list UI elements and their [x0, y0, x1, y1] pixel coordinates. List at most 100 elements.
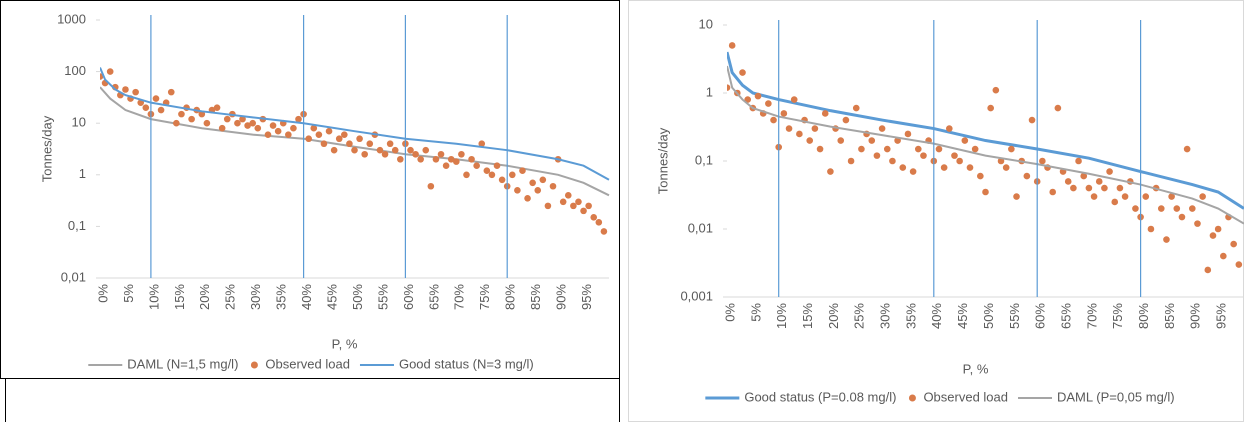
point	[1189, 205, 1196, 212]
legend-label: DAML (P=0,05 mg/l)	[1057, 389, 1175, 404]
point	[914, 145, 922, 153]
x-tick-label: 90%	[1188, 303, 1203, 329]
point	[1147, 225, 1155, 233]
point	[1194, 220, 1201, 227]
point	[320, 140, 328, 148]
x-tick-label: 45%	[955, 303, 970, 329]
y-tick-label: 10	[699, 16, 713, 31]
point	[1230, 240, 1237, 248]
point	[1023, 172, 1031, 180]
point	[852, 104, 860, 112]
x-tick-label: 0%	[722, 303, 737, 322]
point	[549, 182, 557, 190]
x-tick-label: 75%	[1110, 303, 1125, 329]
point	[1049, 188, 1057, 196]
point	[290, 124, 297, 132]
point	[564, 192, 572, 199]
point	[754, 92, 762, 100]
x-tick-label: 35%	[903, 303, 918, 329]
point	[1085, 184, 1093, 192]
point	[478, 140, 486, 148]
point	[600, 228, 608, 235]
point	[1173, 205, 1181, 212]
point	[468, 155, 475, 163]
point	[971, 145, 979, 153]
point	[341, 131, 348, 138]
point	[842, 116, 850, 124]
point	[590, 214, 598, 221]
point	[488, 171, 496, 179]
x-axis-title: P, %	[332, 336, 358, 351]
point	[816, 145, 824, 153]
x-axis-title: P, %	[963, 361, 989, 376]
point	[223, 115, 231, 123]
point	[1111, 198, 1119, 206]
point	[351, 146, 358, 154]
x-tick-label: 90%	[554, 284, 569, 310]
point	[570, 202, 577, 210]
legend-label: DAML (N=1,5 mg/l)	[127, 356, 238, 371]
point	[1209, 232, 1217, 239]
x-tick-label: 45%	[324, 284, 339, 310]
point	[458, 150, 465, 158]
point	[935, 145, 943, 153]
point	[1039, 157, 1046, 165]
point	[157, 106, 165, 114]
point	[305, 135, 312, 143]
point	[142, 104, 150, 111]
point	[453, 158, 460, 165]
legend-label: Good status (N=3 mg/l)	[399, 356, 534, 371]
point	[1013, 193, 1020, 200]
point	[397, 155, 404, 163]
point	[295, 115, 302, 123]
y-tick-label: 0,1	[695, 152, 713, 167]
point	[330, 146, 338, 154]
point	[188, 115, 195, 123]
point	[770, 116, 777, 124]
x-tick-label: 10%	[774, 303, 789, 329]
x-tick-label: 5%	[121, 284, 136, 303]
x-tick-label: 35%	[274, 284, 289, 310]
plot-area	[100, 67, 610, 235]
point	[524, 195, 531, 202]
point	[376, 146, 384, 154]
point	[1101, 184, 1108, 192]
point	[1132, 205, 1139, 212]
point	[529, 179, 536, 187]
point	[310, 124, 318, 132]
x-tick-label: 70%	[452, 284, 467, 310]
y-tick-label: 0,1	[68, 218, 86, 233]
point	[366, 140, 374, 148]
point	[447, 155, 455, 163]
y-tick-label: 1	[706, 84, 713, 99]
point	[728, 42, 736, 49]
point	[977, 172, 984, 180]
x-tick-label: 75%	[477, 284, 492, 310]
x-tick-label: 15%	[800, 303, 815, 329]
point	[920, 152, 927, 159]
point	[1204, 266, 1212, 274]
point	[889, 157, 896, 165]
point	[878, 125, 886, 132]
point	[244, 122, 251, 129]
point	[361, 150, 368, 158]
y-tick-label: 1	[79, 166, 86, 181]
x-tick-label: 40%	[299, 284, 314, 310]
point	[173, 119, 180, 127]
point	[391, 146, 399, 154]
point	[234, 119, 241, 127]
plot-area	[727, 42, 1244, 274]
legend-label: Observed load	[923, 389, 1008, 404]
x-tick-label: 40%	[929, 303, 944, 329]
legend-marker	[250, 361, 258, 369]
point	[883, 145, 891, 153]
point	[325, 127, 333, 135]
point	[167, 88, 175, 96]
point	[249, 119, 256, 127]
point	[837, 137, 845, 144]
point	[790, 96, 798, 103]
legend-marker	[908, 394, 916, 402]
y-axis-title: Tonnes/day	[655, 127, 670, 194]
x-tick-label: 20%	[826, 303, 841, 329]
